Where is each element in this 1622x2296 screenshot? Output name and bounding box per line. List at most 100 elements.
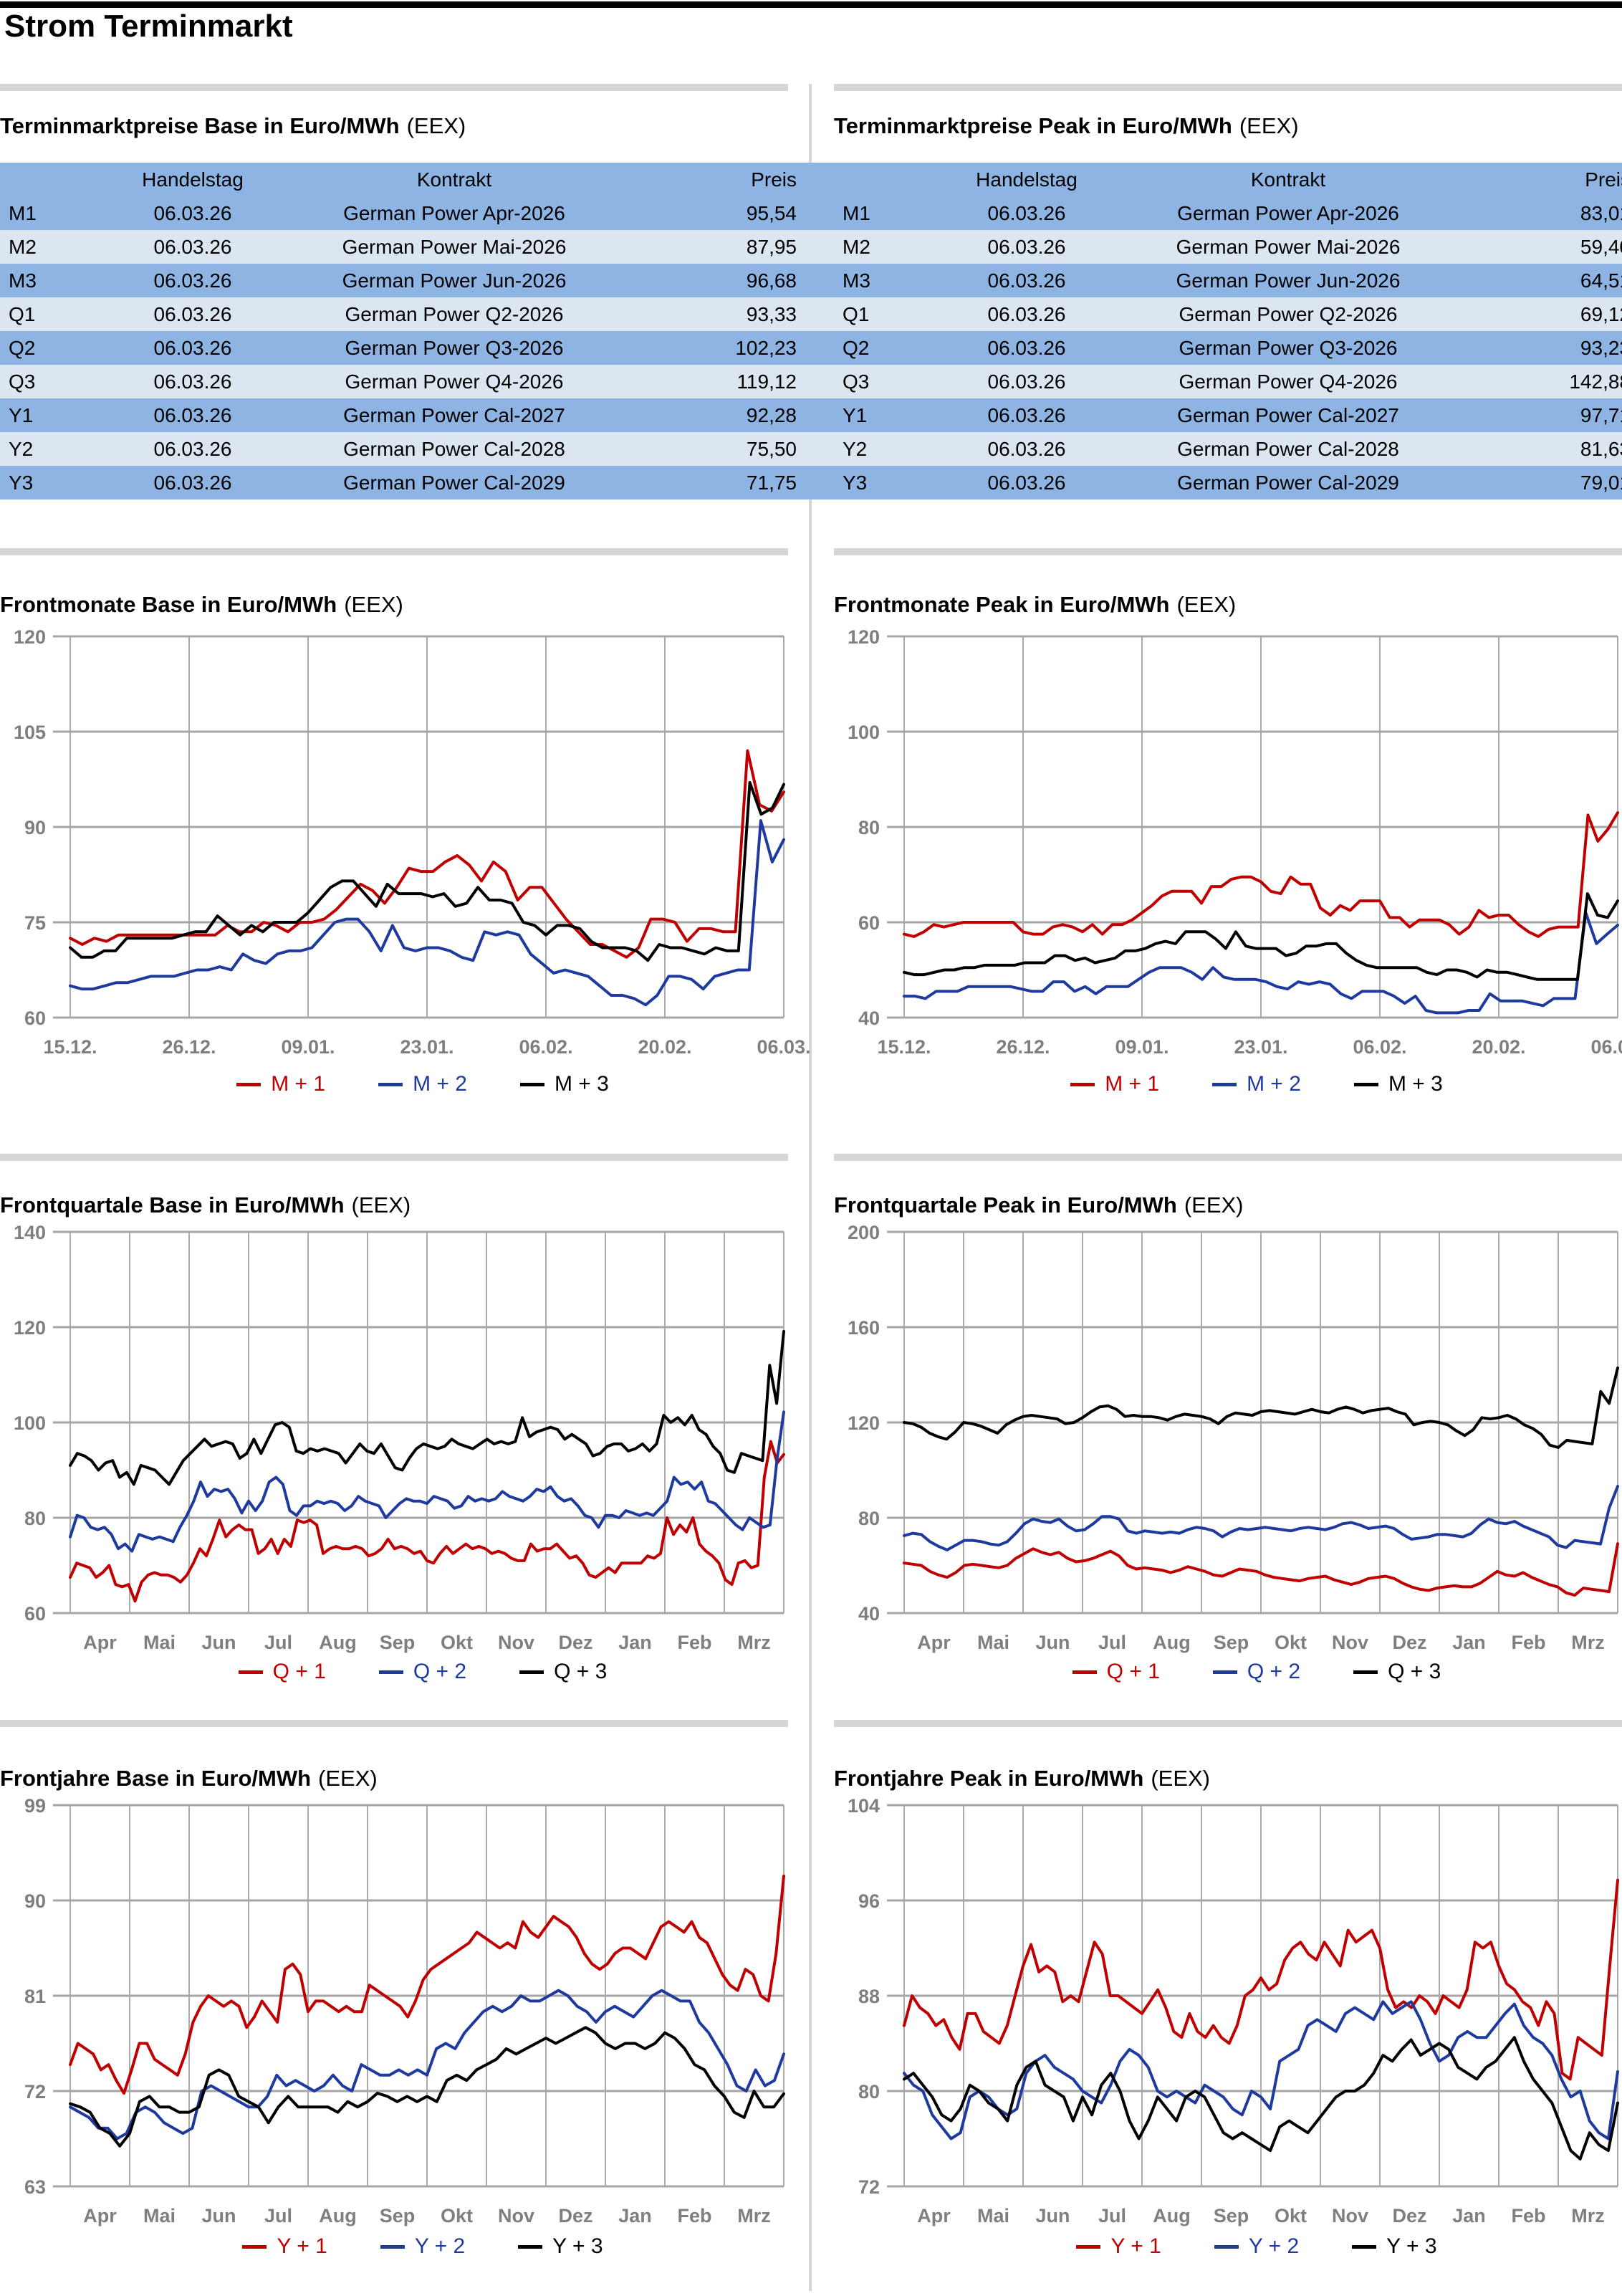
svg-text:06.02.: 06.02.: [1353, 1036, 1406, 1058]
svg-text:Sep: Sep: [380, 2205, 416, 2226]
legend-item: M + 3: [1353, 1072, 1443, 1096]
section-bar: [834, 1720, 1622, 1727]
legend-swatch: [378, 1670, 403, 1674]
legend-swatch: [1212, 1670, 1237, 1674]
svg-text:Jun: Jun: [201, 2205, 236, 2226]
legend-item: Y + 2: [1214, 2234, 1299, 2259]
svg-text:Dez: Dez: [558, 1632, 592, 1653]
legend-item: Q + 3: [519, 1660, 607, 1684]
legend-swatch: [1214, 2244, 1239, 2249]
page-title: Strom Terminmarkt: [4, 9, 293, 44]
legend-swatch: [1070, 1082, 1095, 1086]
svg-text:Nov: Nov: [1332, 1632, 1368, 1653]
chart-frontjahre-base: Apr Mai Jun Jul Aug Sep Okt Nov Dez Jan Feb Mrz 99 90…: [24, 1795, 785, 2226]
svg-text:Okt: Okt: [441, 1632, 473, 1653]
legend-label: M + 3: [554, 1072, 609, 1096]
svg-text:Feb: Feb: [1511, 1632, 1545, 1653]
chart-heading-frontmonate-peak: Frontmonate Peak in Euro/MWh (EEX): [834, 592, 1237, 617]
legend-label: Q + 2: [413, 1660, 467, 1683]
svg-text:06.02.: 06.02.: [519, 1036, 572, 1058]
svg-text:09.01.: 09.01.: [1115, 1036, 1168, 1058]
legend-item: M + 2: [378, 1072, 467, 1096]
svg-text:60: 60: [858, 912, 880, 934]
legend-swatch: [519, 1670, 544, 1674]
legend-label: M + 2: [1247, 1072, 1301, 1096]
table-row: Q2 06.03.26 German Power Q3-2026 102,23: [0, 331, 872, 365]
svg-text:Feb: Feb: [677, 2205, 711, 2226]
legend-item: M + 1: [1070, 1072, 1159, 1096]
svg-text:Sep: Sep: [1214, 2205, 1249, 2226]
svg-text:26.12.: 26.12.: [996, 1036, 1050, 1058]
legend-swatch: [378, 1082, 403, 1086]
svg-text:120: 120: [14, 1317, 46, 1339]
svg-text:Aug: Aug: [319, 1632, 356, 1653]
legend-item: Y + 3: [518, 2234, 603, 2259]
svg-text:Jul: Jul: [1098, 1632, 1126, 1653]
table-row: Y2 06.03.26 German Power Cal-2028 75,50: [0, 432, 872, 466]
legend-item: M + 1: [236, 1072, 325, 1096]
legend-label: M + 2: [413, 1072, 467, 1096]
table-row: Y1 06.03.26 German Power Cal-2027 92,28: [0, 398, 872, 432]
legend-frontjahre-peak: Y + 1 Y + 2 Y + 3: [863, 2234, 1622, 2259]
svg-text:Jul: Jul: [264, 2205, 292, 2226]
section-bar: [834, 1154, 1622, 1161]
svg-text:Aug: Aug: [1153, 2205, 1190, 2226]
legend-item: Q + 1: [1072, 1660, 1160, 1684]
legend-swatch: [1212, 1082, 1237, 1086]
section-bar: [0, 84, 788, 91]
legend-frontjahre-base: Y + 1 Y + 2 Y + 3: [29, 2234, 817, 2259]
chart-frontmonate-base: 15.12. 26.12. 09.01. 23.01. 06.02. 20.02. 06.0…: [14, 626, 811, 1058]
svg-text:99: 99: [24, 1795, 46, 1817]
svg-text:81: 81: [24, 1986, 46, 2007]
svg-text:Feb: Feb: [1511, 2205, 1545, 2226]
price-table-base: Handelstag Kontrakt Preis M1 06.03.26 German …: [0, 163, 872, 499]
legend-label: Y + 2: [414, 2234, 466, 2258]
top-rule: [0, 1, 1622, 8]
chart-heading-frontmonate-base: Frontmonate Base in Euro/MWh (EEX): [0, 592, 403, 617]
svg-text:60: 60: [24, 1603, 46, 1625]
chart-heading-frontjahre-base: Frontjahre Base in Euro/MWh (EEX): [0, 1766, 378, 1791]
svg-text:20.02.: 20.02.: [1472, 1036, 1525, 1058]
svg-text:120: 120: [14, 626, 46, 648]
legend-item: Y + 1: [1076, 2234, 1161, 2259]
svg-text:Jun: Jun: [1035, 2205, 1070, 2226]
chart-heading-frontquartale-base: Frontquartale Base in Euro/MWh (EEX): [0, 1192, 411, 1218]
table-heading-base-text: Terminmarktpreise Base in Euro/MWh: [0, 113, 400, 138]
svg-text:104: 104: [848, 1795, 880, 1817]
legend-label: Q + 1: [272, 1660, 326, 1683]
legend-item: Q + 2: [378, 1660, 467, 1684]
svg-text:75: 75: [24, 912, 46, 934]
legend-item: M + 2: [1212, 1072, 1301, 1096]
legend-frontmonate-base: M + 1 M + 2 M + 3: [29, 1072, 817, 1096]
legend-label: Y + 3: [1386, 2234, 1437, 2258]
svg-text:Mai: Mai: [143, 1632, 176, 1653]
chart-heading-frontjahre-peak: Frontjahre Peak in Euro/MWh (EEX): [834, 1766, 1211, 1791]
svg-text:Mrz: Mrz: [1571, 2205, 1605, 2226]
chart-frontquartale-base: Apr Mai Jun Jul Aug Sep Okt Nov Dez Jan Feb Mrz 140 1…: [14, 1222, 785, 1653]
svg-text:Mai: Mai: [977, 2205, 1009, 2226]
table-row: Q3 06.03.26 German Power Q4-2026 119,12: [0, 365, 872, 398]
legend-swatch: [238, 1670, 263, 1674]
svg-text:140: 140: [14, 1222, 46, 1243]
legend-label: Y + 2: [1248, 2234, 1300, 2258]
legend-label: Q + 3: [554, 1660, 608, 1683]
legend-frontmonate-peak: M + 1 M + 2 M + 3: [863, 1072, 1622, 1096]
table-heading-peak: Terminmarktpreise Peak in Euro/MWh (EEX): [834, 113, 1622, 139]
legend-item: Y + 1: [242, 2234, 327, 2259]
legend-label: M + 1: [271, 1072, 326, 1096]
legend-label: Q + 2: [1247, 1660, 1301, 1683]
legend-label: M + 3: [1388, 1072, 1443, 1096]
svg-text:120: 120: [848, 626, 880, 648]
section-bar: [0, 1154, 788, 1161]
svg-text:Mai: Mai: [143, 2205, 176, 2226]
svg-text:Apr: Apr: [917, 1632, 951, 1653]
svg-text:06.03.: 06.03.: [757, 1036, 810, 1058]
svg-text:Jul: Jul: [1098, 2205, 1126, 2226]
svg-text:15.12.: 15.12.: [43, 1036, 97, 1058]
legend-swatch: [242, 2244, 267, 2249]
